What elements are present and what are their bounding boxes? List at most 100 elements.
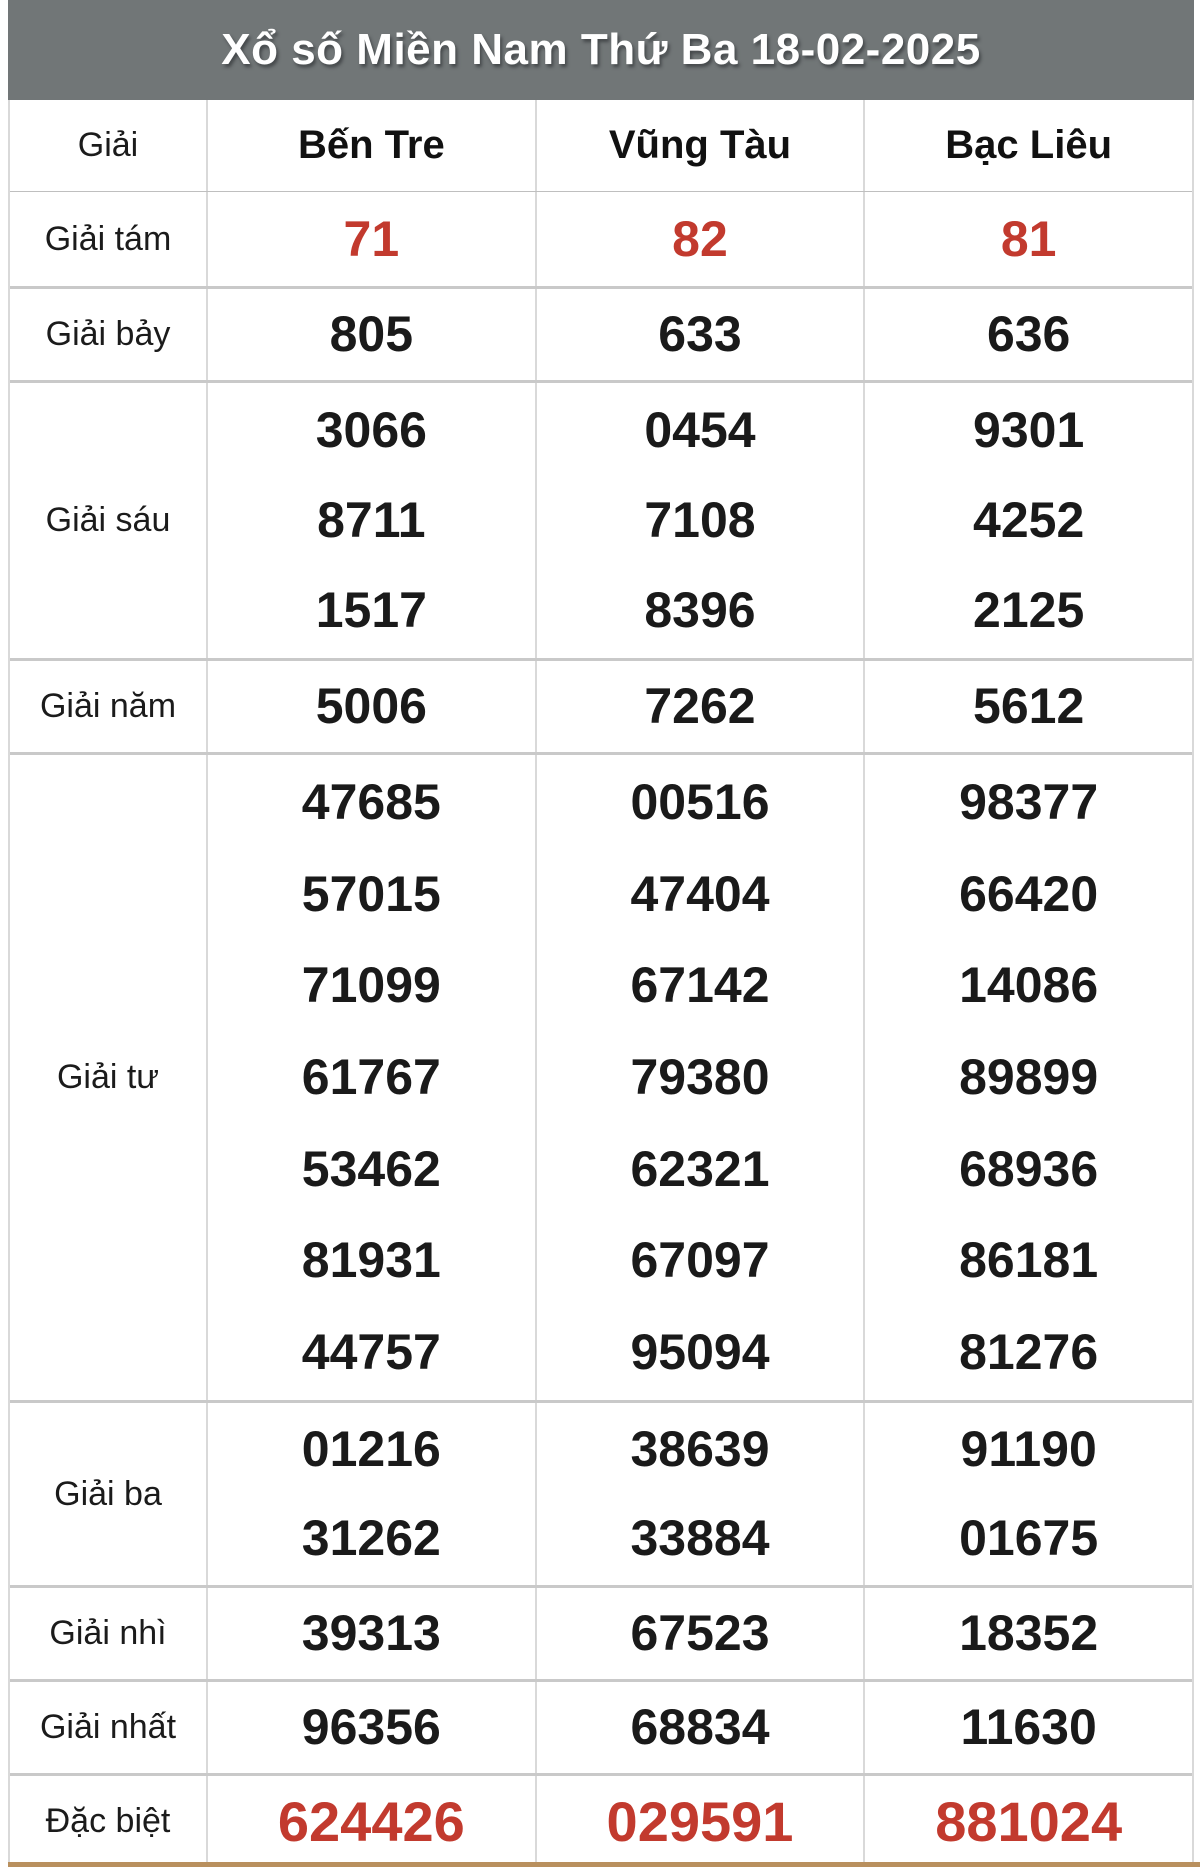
prize-label-cell: Giải năm xyxy=(10,661,206,752)
result-number: 5006 xyxy=(315,678,427,734)
result-cell: 71 xyxy=(206,192,535,286)
prize-row: Giải năm 5006 7262 5612 xyxy=(10,658,1192,752)
result-number: 805 xyxy=(329,306,414,362)
result-number: 82 xyxy=(672,210,728,267)
result-number: 81 xyxy=(1000,210,1057,267)
result-number: 624426 xyxy=(277,1789,465,1853)
table-header-row: Giải Bến Tre Vũng Tàu Bạc Liêu xyxy=(10,100,1192,192)
result-cell: 38639 33884 xyxy=(534,1403,864,1585)
result-number: 81276 xyxy=(959,1323,1099,1380)
result-number: 71099 xyxy=(301,957,441,1014)
result-number: 61767 xyxy=(301,1048,441,1105)
result-number: 89899 xyxy=(959,1048,1099,1105)
result-number: 633 xyxy=(658,306,742,362)
prize-label-cell: Giải tư xyxy=(10,755,206,1400)
result-cell: 98377 66420 14086 89899 68936 86181 81276 xyxy=(863,755,1192,1400)
result-cell: 47685 57015 71099 61767 53462 81931 44757 xyxy=(206,755,535,1400)
result-number: 5612 xyxy=(973,678,1085,734)
result-cell: 633 xyxy=(534,289,864,380)
page-title: Xổ số Miền Nam Thứ Ba 18-02-2025 xyxy=(221,25,981,74)
result-number: 38639 xyxy=(630,1421,770,1477)
result-cell: 029591 xyxy=(534,1776,864,1867)
result-cell: 881024 xyxy=(863,1776,1192,1867)
result-number: 8396 xyxy=(644,582,756,639)
result-cell: 01216 31262 xyxy=(206,1403,535,1585)
result-number: 95094 xyxy=(630,1323,770,1380)
prize-row: Giải tám 71 82 81 xyxy=(10,192,1192,286)
result-number: 67523 xyxy=(630,1605,770,1661)
bottom-accent-bar xyxy=(8,1862,1200,1867)
result-cell: 96356 xyxy=(206,1682,535,1773)
prize-rows: Giải tám 71 82 81 Giải bảy 805 633 636 Giải sáu 3… xyxy=(10,192,1192,1867)
result-number: 67142 xyxy=(630,957,770,1014)
prize-label: Giải nhì xyxy=(49,1614,167,1652)
result-number: 81931 xyxy=(301,1232,441,1289)
prize-row: Giải tư 47685 57015 71099 61767 53462 81931 447… xyxy=(10,752,1192,1400)
column-header-ben-tre: Bến Tre xyxy=(206,100,535,191)
result-number: 98377 xyxy=(959,774,1099,831)
result-cell: 39313 xyxy=(206,1588,535,1679)
lottery-results-table: Xổ số Miền Nam Thứ Ba 18-02-2025 Giải Bế… xyxy=(8,0,1200,1867)
corner-header-cell: Giải xyxy=(10,100,206,191)
prize-label: Giải tư xyxy=(56,1058,160,1096)
prize-label: Giải ba xyxy=(54,1474,162,1513)
result-number: 47685 xyxy=(301,774,441,831)
prize-row: Đặc biệt 624426 029591 881024 xyxy=(10,1773,1192,1867)
result-number: 91190 xyxy=(960,1421,1097,1477)
prize-row: Giải ba 01216 31262 38639 33884 91190 01675 xyxy=(10,1400,1192,1585)
result-cell: 82 xyxy=(534,192,864,286)
prize-label: Giải bảy xyxy=(45,315,171,353)
result-number: 66420 xyxy=(959,865,1099,922)
result-cell: 0454 7108 8396 xyxy=(534,383,864,658)
result-number: 2125 xyxy=(973,582,1085,639)
result-number: 7108 xyxy=(644,491,756,548)
column-header-label: Bến Tre xyxy=(297,123,445,167)
result-number: 68936 xyxy=(959,1140,1099,1197)
result-number: 18352 xyxy=(959,1605,1099,1661)
result-number: 4252 xyxy=(973,491,1085,548)
result-cell: 3066 8711 1517 xyxy=(206,383,535,658)
result-number: 39313 xyxy=(301,1605,441,1661)
prize-label: Giải nhất xyxy=(39,1708,177,1746)
prize-label-cell: Giải ba xyxy=(10,1403,206,1585)
prize-label-cell: Giải sáu xyxy=(10,383,206,658)
result-number: 33884 xyxy=(630,1510,770,1566)
result-number: 86181 xyxy=(959,1232,1099,1289)
prize-row: Giải bảy 805 633 636 xyxy=(10,286,1192,380)
result-number: 96356 xyxy=(301,1699,441,1755)
result-cell: 91190 01675 xyxy=(863,1403,1192,1585)
result-number: 57015 xyxy=(301,865,441,922)
column-header-bac-lieu: Bạc Liêu xyxy=(863,100,1192,191)
result-cell: 9301 4252 2125 xyxy=(863,383,1192,658)
prize-row: Giải nhì 39313 67523 18352 xyxy=(10,1585,1192,1679)
result-number: 01675 xyxy=(959,1510,1099,1566)
result-cell: 805 xyxy=(206,289,535,380)
result-number: 14086 xyxy=(959,957,1099,1014)
result-number: 53462 xyxy=(301,1140,441,1197)
prize-label: Giải năm xyxy=(39,687,177,725)
result-number: 62321 xyxy=(630,1140,770,1197)
result-cell: 5006 xyxy=(206,661,535,752)
column-header-label: Bạc Liêu xyxy=(945,123,1113,167)
result-number: 0454 xyxy=(644,401,756,458)
result-number: 79380 xyxy=(630,1048,770,1105)
result-cell: 624426 xyxy=(206,1776,535,1867)
result-number: 11630 xyxy=(960,1699,1097,1755)
result-number: 029591 xyxy=(606,1789,794,1853)
result-cell: 11630 xyxy=(863,1682,1192,1773)
result-cell: 7262 xyxy=(534,661,864,752)
result-cell: 67523 xyxy=(534,1588,864,1679)
result-number: 00516 xyxy=(630,774,770,831)
result-cell: 00516 47404 67142 79380 62321 67097 95094 xyxy=(534,755,864,1400)
prize-label: Giải tám xyxy=(44,219,172,258)
result-number: 31262 xyxy=(301,1510,441,1566)
prize-label-cell: Giải tám xyxy=(10,192,206,286)
prize-label-cell: Giải bảy xyxy=(10,289,206,380)
result-number: 47404 xyxy=(630,865,770,922)
result-number: 44757 xyxy=(301,1323,441,1380)
result-number: 7262 xyxy=(644,678,756,734)
results-grid: Giải Bến Tre Vũng Tàu Bạc Liêu Giải tám 7… xyxy=(8,100,1194,1867)
result-number: 01216 xyxy=(301,1421,441,1477)
result-number: 636 xyxy=(986,306,1071,362)
